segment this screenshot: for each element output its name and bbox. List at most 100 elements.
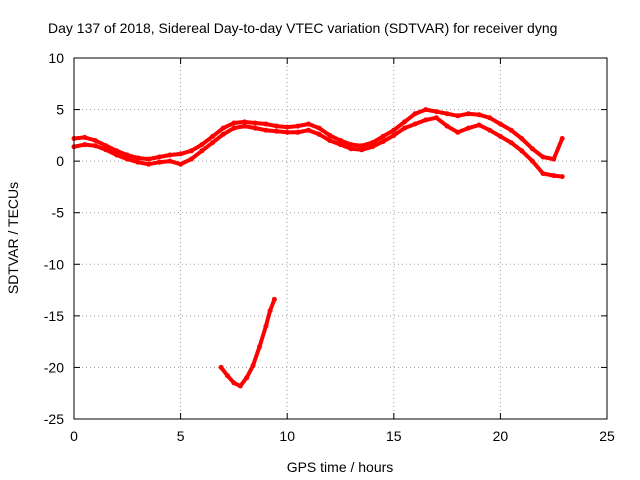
y-tick-label: 10 [48, 50, 64, 66]
data-point [444, 111, 450, 117]
grid-lines [74, 58, 607, 419]
data-point [188, 156, 194, 162]
data-point [465, 111, 471, 117]
data-point [444, 123, 450, 129]
data-point [263, 127, 269, 133]
data-point [306, 121, 311, 127]
data-point [284, 129, 290, 135]
data-point [103, 143, 109, 149]
data-point [380, 133, 386, 139]
data-point [455, 129, 461, 135]
data-point [380, 139, 386, 144]
data-point [295, 129, 301, 135]
data-point [327, 132, 333, 138]
data-point [497, 121, 503, 127]
data-point [423, 117, 429, 123]
data-point [237, 383, 243, 389]
data-point [225, 373, 230, 379]
data-point [316, 125, 322, 131]
data-point [82, 142, 88, 148]
data-point [218, 364, 224, 370]
x-tick-label: 15 [386, 428, 402, 444]
data-point [263, 121, 269, 127]
data-point [423, 107, 429, 113]
data-point [327, 138, 333, 143]
data-point [210, 140, 216, 146]
data-point [146, 156, 152, 162]
y-tick-label: -20 [44, 359, 64, 375]
data-point [508, 127, 514, 133]
data-point [167, 158, 173, 164]
data-point [199, 148, 205, 154]
data-point [242, 123, 248, 129]
data-point [82, 134, 88, 140]
series-line-sat-track-3 [219, 297, 277, 388]
data-point [529, 158, 535, 164]
data-point [267, 308, 273, 314]
data-point [188, 148, 194, 154]
data-point [103, 147, 109, 153]
data-point [348, 142, 354, 148]
data-point [508, 140, 514, 146]
data-point [231, 380, 237, 386]
data-point [316, 131, 322, 137]
data-point [252, 125, 258, 131]
data-point [92, 143, 98, 149]
data-point [284, 124, 290, 130]
data-point [114, 148, 120, 154]
data-point [231, 120, 237, 126]
data-point [465, 125, 471, 131]
data-point [551, 156, 557, 162]
data-point [156, 154, 162, 160]
x-axis-label: GPS time / hours [287, 459, 394, 475]
data-point [433, 115, 439, 121]
data-point [210, 133, 216, 139]
data-point [244, 375, 250, 381]
plot-frame [73, 57, 608, 420]
y-tick-label: 0 [56, 153, 64, 169]
data-point [146, 161, 152, 167]
data-point [274, 123, 279, 129]
y-tick-label: -10 [44, 256, 64, 272]
data-point [250, 362, 256, 368]
data-point [487, 115, 493, 121]
data-point [156, 159, 162, 165]
data-point [370, 144, 375, 150]
y-axis-label: SDTVAR / TECUs [5, 182, 21, 294]
data-point [124, 156, 130, 162]
data-point [559, 136, 565, 141]
data-point [135, 159, 141, 165]
x-tick-label: 20 [493, 428, 509, 444]
y-tick-label: 5 [56, 102, 64, 118]
y-axis-ticks: 10 5 0 -5 -10 -15 -20 -25 [44, 50, 607, 427]
data-point [114, 152, 120, 158]
y-tick-label: -15 [44, 308, 64, 324]
data-point [412, 121, 418, 127]
data-point [402, 119, 407, 125]
data-point [476, 112, 482, 118]
data-point [497, 133, 503, 139]
data-point [178, 161, 184, 167]
data-point [338, 142, 343, 148]
data-point [252, 120, 258, 126]
data-point [391, 132, 397, 138]
data-point [370, 140, 375, 146]
x-axis-ticks: 0 5 10 15 20 25 [70, 58, 615, 444]
data-point [178, 151, 184, 157]
data-point [220, 125, 226, 131]
x-tick-label: 25 [599, 428, 615, 444]
data-point [519, 136, 525, 141]
data-point [412, 111, 418, 117]
data-point [540, 154, 546, 160]
data-point [559, 174, 565, 180]
data-point [433, 109, 439, 115]
data-point [231, 125, 237, 131]
x-tick-label: 5 [177, 428, 185, 444]
data-point [135, 155, 141, 161]
data-point [257, 344, 262, 350]
y-tick-label: -25 [44, 411, 64, 427]
data-point [220, 131, 226, 137]
data-point [348, 146, 354, 152]
data-point [529, 146, 535, 152]
